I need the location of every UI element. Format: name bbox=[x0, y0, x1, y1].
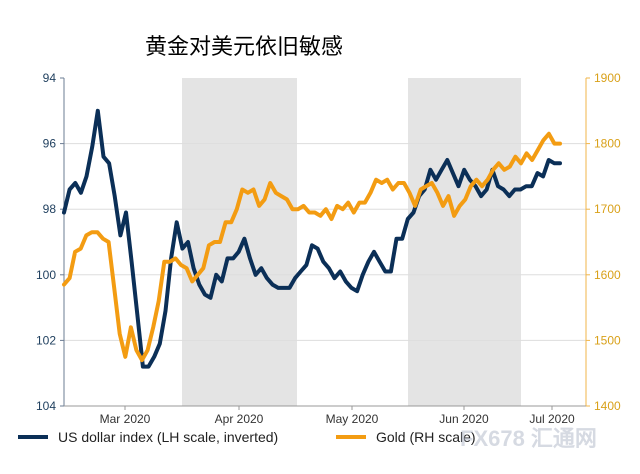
legend-dollar-label: US dollar index (LH scale, inverted) bbox=[58, 429, 278, 445]
legend-gold-label: Gold (RH scale) bbox=[376, 429, 476, 445]
legend: US dollar index (LH scale, inverted) Gol… bbox=[18, 429, 476, 445]
x-tick-label-1: Apr 2020 bbox=[215, 412, 264, 426]
x-tick-label-0: Mar 2020 bbox=[100, 412, 151, 426]
shaded-band-0 bbox=[182, 78, 297, 406]
right-tick-label-1600: 1600 bbox=[594, 268, 621, 282]
right-tick-label-1700: 1700 bbox=[594, 202, 621, 216]
left-tick-label-96: 96 bbox=[43, 137, 57, 151]
shaded-regions bbox=[182, 78, 521, 406]
right-axis-ticks: 1900 1800 1700 1600 1500 1400 bbox=[586, 71, 621, 413]
right-tick-label-1500: 1500 bbox=[594, 333, 621, 347]
left-tick-label-98: 98 bbox=[43, 202, 57, 216]
left-tick-label-104: 104 bbox=[36, 399, 56, 413]
right-tick-label-1800: 1800 bbox=[594, 137, 621, 151]
left-axis-ticks: 94 96 98 100 102 104 bbox=[36, 71, 64, 413]
x-tick-label-4: Jul 2020 bbox=[529, 412, 575, 426]
watermark-text: FX678 汇通网 bbox=[460, 426, 597, 451]
left-tick-label-102: 102 bbox=[36, 333, 56, 347]
x-tick-label-3: Jun 2020 bbox=[439, 412, 489, 426]
right-tick-label-1400: 1400 bbox=[594, 399, 621, 413]
chart-title: 黄金对美元依旧敏感 bbox=[145, 35, 343, 60]
shaded-band-1 bbox=[408, 78, 521, 406]
left-tick-label-100: 100 bbox=[36, 268, 56, 282]
right-tick-label-1900: 1900 bbox=[594, 71, 621, 85]
x-axis-ticks: Mar 2020 Apr 2020 May 2020 Jun 2020 Jul 2020 bbox=[100, 406, 575, 426]
left-tick-label-94: 94 bbox=[43, 71, 57, 85]
x-tick-label-2: May 2020 bbox=[326, 412, 379, 426]
series-gold-line bbox=[62, 131, 562, 363]
series-us-dollar-index-line bbox=[62, 108, 562, 369]
